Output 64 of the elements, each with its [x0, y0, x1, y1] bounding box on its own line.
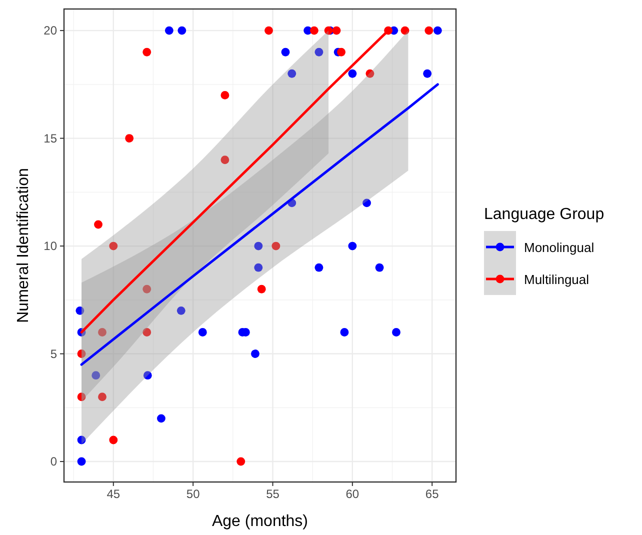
point: [254, 242, 263, 250]
y-tick-label: 10: [44, 239, 58, 254]
point: [424, 26, 434, 35]
point: [142, 328, 152, 336]
point: [264, 26, 273, 35]
point: [332, 26, 341, 35]
x-tick-label: 45: [106, 487, 120, 501]
legend-label: Monolingual: [524, 240, 594, 255]
x-tick-label: 55: [266, 487, 280, 501]
point: [125, 134, 134, 143]
point: [254, 263, 263, 272]
point: [76, 306, 84, 315]
point: [220, 156, 230, 164]
point: [400, 26, 410, 35]
point: [98, 328, 106, 336]
legend-label: Multilingual: [524, 272, 590, 287]
point: [109, 242, 118, 250]
point: [257, 284, 266, 294]
point: [337, 48, 346, 56]
point: [314, 263, 324, 272]
point: [236, 457, 246, 466]
point: [375, 263, 384, 272]
x-axis-title: Age (months): [212, 513, 308, 530]
y-tick-label: 20: [44, 24, 58, 38]
point: [198, 328, 207, 336]
point: [77, 392, 86, 402]
point: [77, 436, 86, 444]
x-tick-label: 50: [186, 487, 200, 501]
point: [77, 457, 86, 466]
legend-title: Language Group: [484, 206, 604, 223]
point: [281, 48, 290, 56]
x-tick-label: 65: [425, 487, 440, 501]
point: [164, 26, 174, 35]
line-series: [80, 83, 439, 366]
point: [423, 69, 432, 78]
point: [340, 328, 349, 336]
point: [178, 26, 186, 35]
point: [433, 26, 442, 35]
y-tick-label: 5: [50, 346, 58, 361]
y-tick-label: 0: [50, 454, 58, 469]
point: [176, 306, 186, 315]
point: [156, 414, 166, 423]
point: [143, 371, 152, 380]
point: [392, 328, 400, 336]
y-tick-label: 15: [44, 131, 58, 146]
point: [92, 371, 100, 380]
point: [142, 284, 152, 294]
point: [98, 392, 106, 402]
point: [94, 220, 102, 229]
point: [348, 69, 357, 78]
point: [220, 90, 230, 100]
point: [272, 242, 280, 250]
point: [109, 436, 118, 444]
point: [288, 69, 296, 78]
point: [251, 350, 260, 358]
point: [348, 242, 357, 250]
point: [142, 48, 152, 56]
point: [362, 198, 371, 208]
y-axis-title: Numeral Identification: [15, 168, 32, 323]
point: [314, 48, 324, 56]
x-tick-label: 60: [346, 487, 360, 501]
point: [366, 69, 374, 78]
point: [310, 26, 318, 35]
point: [77, 350, 86, 358]
